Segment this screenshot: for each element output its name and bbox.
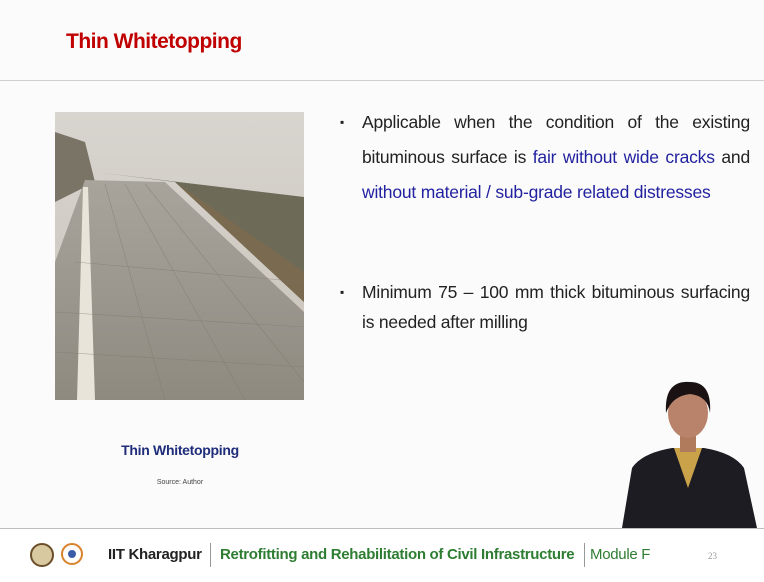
slide: Thin Whitetopping Thin Whitetopping Sour… (0, 0, 764, 581)
bullet: Applicable when the condition of the exi… (362, 105, 750, 210)
footer-course: Retrofitting and Rehabilitation of Civil… (220, 546, 574, 563)
bullet-emphasis: without material / sub-grade related dis… (362, 182, 711, 202)
bullet-text: Minimum 75 – 100 mm thick bituminous sur… (362, 282, 750, 332)
page-number: 23 (708, 551, 717, 561)
footer-separator (210, 543, 211, 567)
bullet-emphasis: fair without wide cracks (533, 147, 715, 167)
footer-module: Module F (590, 546, 650, 563)
bullet-text: and (715, 147, 750, 167)
figure-source: Source: Author (55, 479, 305, 486)
logos (30, 540, 94, 574)
bullet: Minimum 75 – 100 mm thick bituminous sur… (362, 277, 750, 337)
header-rule (0, 80, 764, 81)
slide-title: Thin Whitetopping (66, 30, 242, 54)
figure-caption: Thin Whitetopping (55, 442, 305, 458)
footer-institute: IIT Kharagpur (108, 546, 202, 563)
road-photo (55, 112, 304, 400)
footer-separator (584, 543, 585, 567)
presenter-video (612, 368, 764, 528)
